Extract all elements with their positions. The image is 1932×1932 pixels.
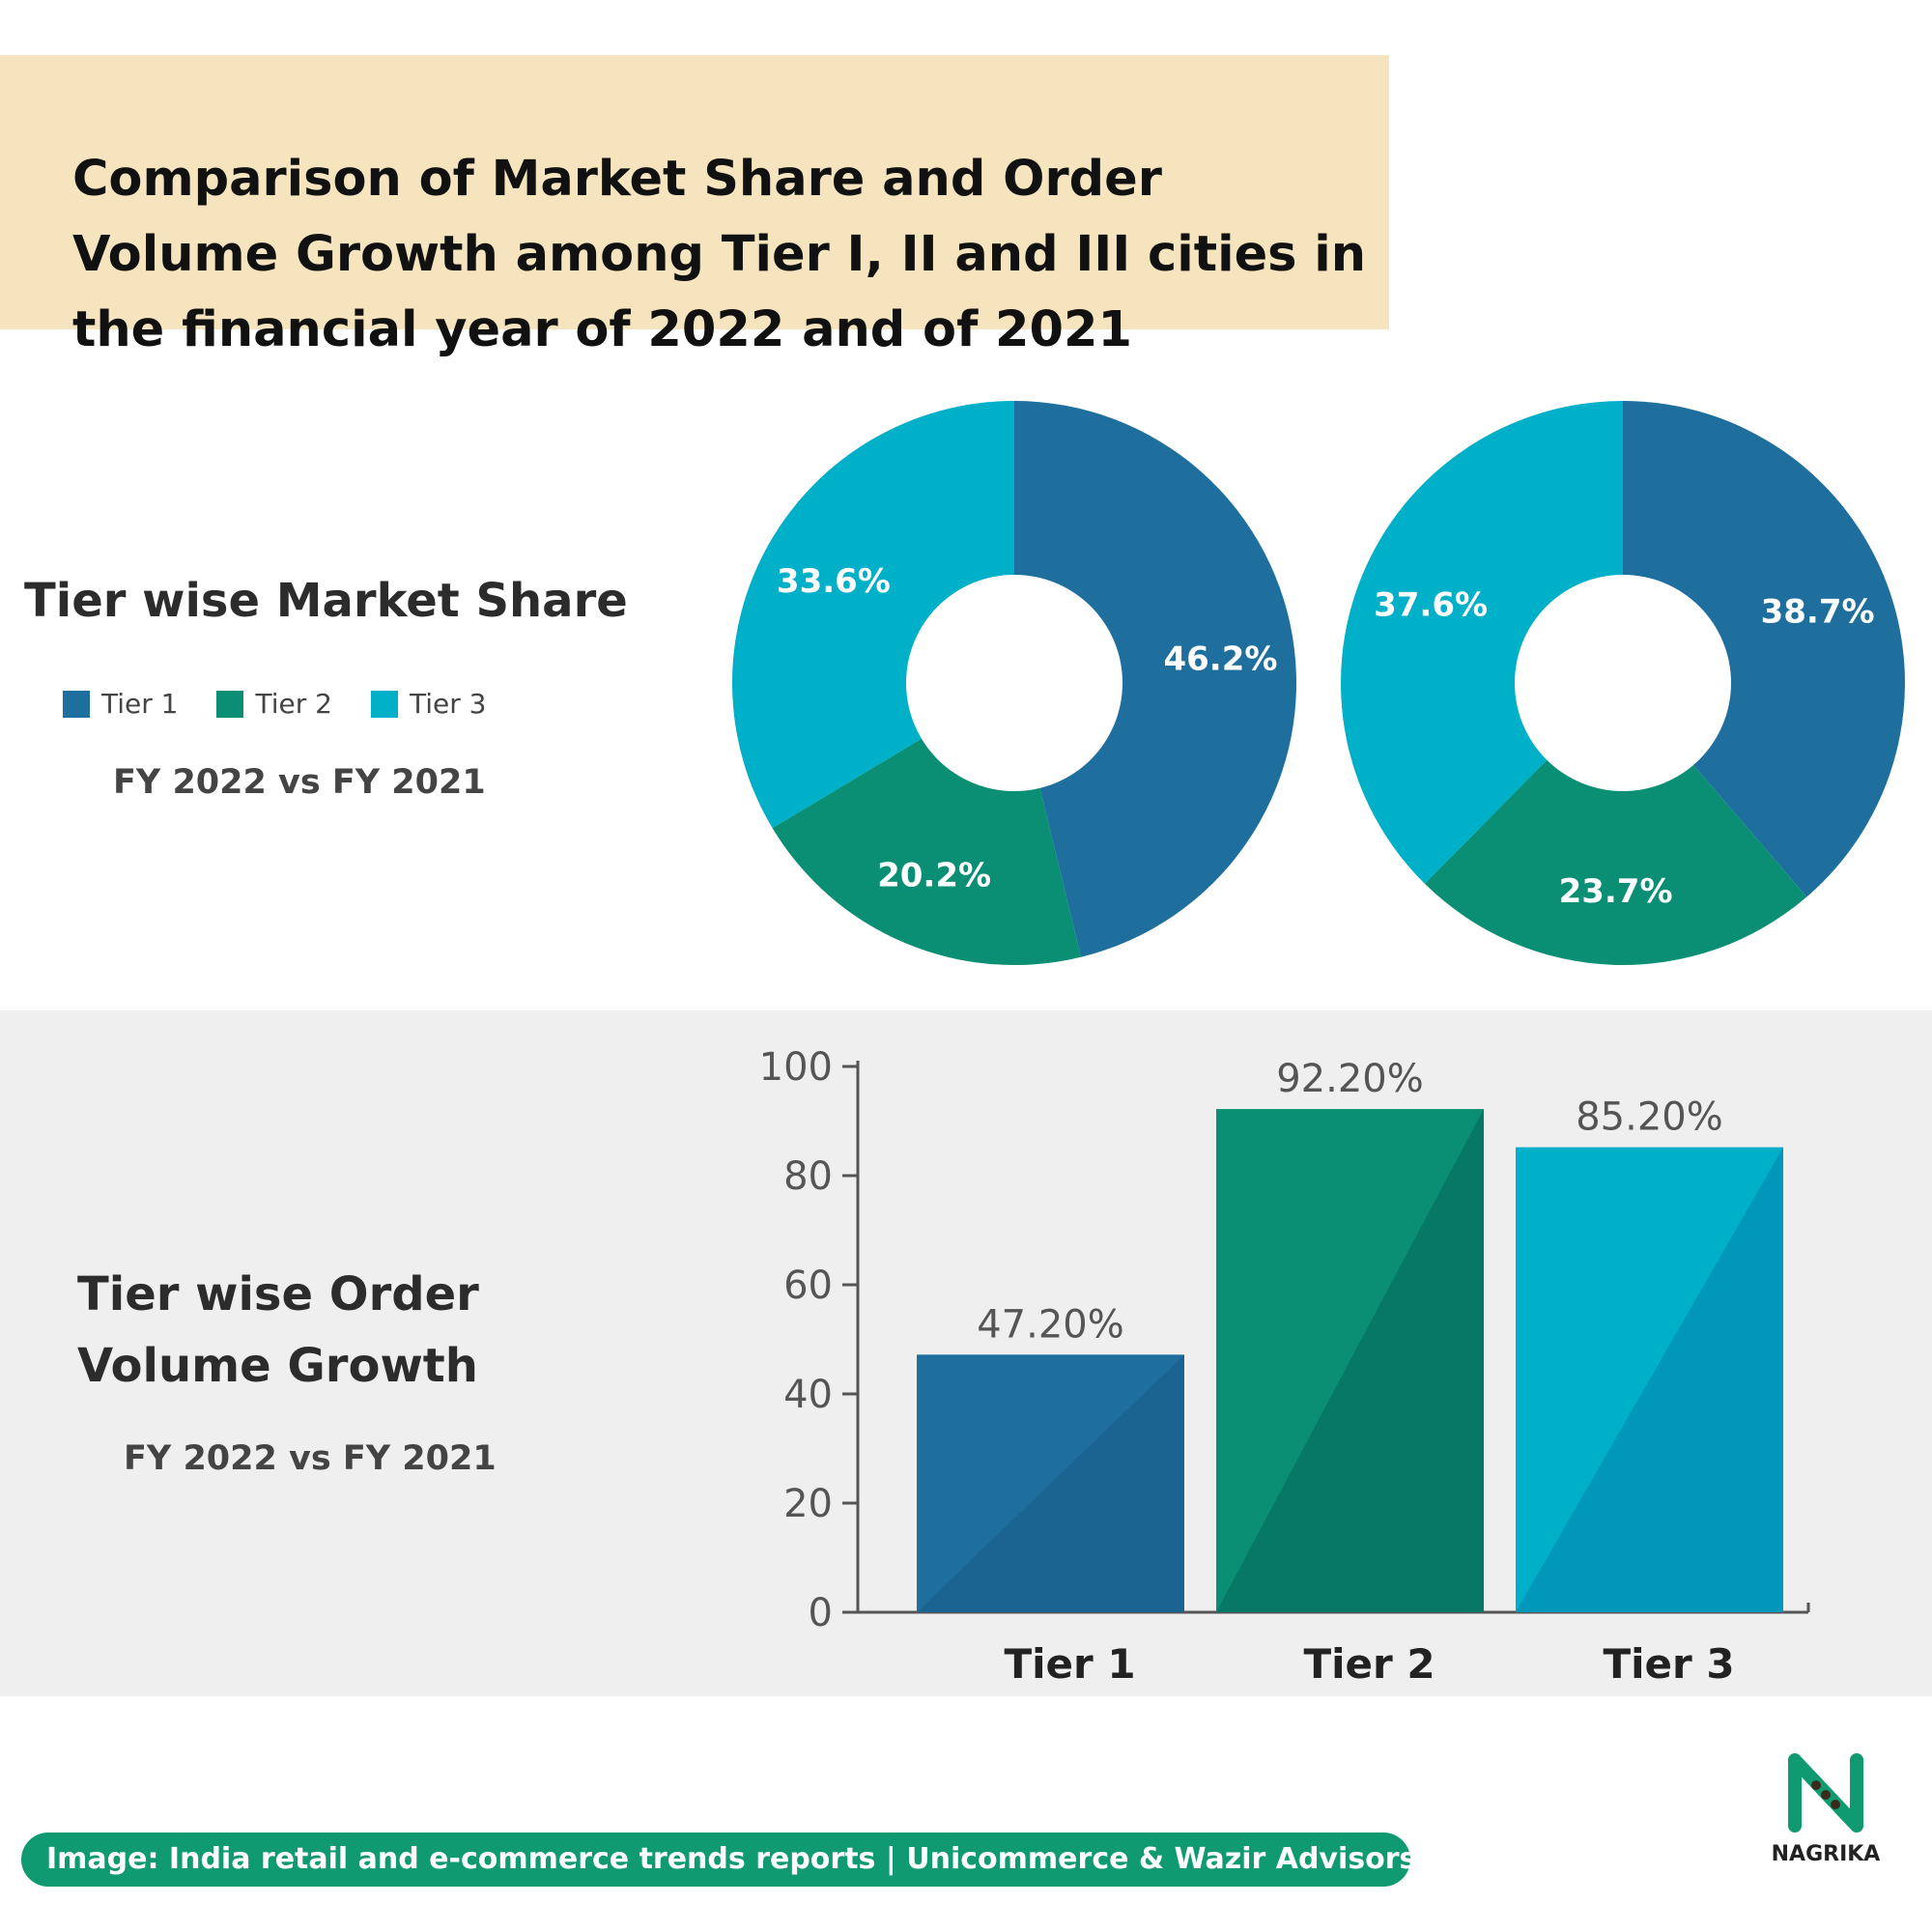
legend-item-tier-1: Tier 1 (63, 688, 178, 720)
bar-tier-2-shade (1216, 1109, 1484, 1612)
donut-1-label-tier-1: 46.2% (1163, 639, 1277, 678)
title-banner: Comparison of Market Share and Order Vol… (0, 55, 1389, 358)
nagrika-logo-icon (1788, 1753, 1863, 1833)
market-share-heading: Tier wise Market Share (24, 574, 628, 628)
order-volume-heading-line-1: Tier wise Order (77, 1267, 479, 1321)
donut-2-hole (1515, 575, 1731, 791)
donut-2-label-tier-2: 23.7% (1559, 872, 1673, 911)
y-tick-label-100: 100 (759, 1045, 833, 1090)
donut-2-slice-tier-3 (1341, 401, 1623, 884)
bar-value-label-tier-2: 92.20% (1276, 1057, 1424, 1101)
donut-1-slice-tier-1 (1014, 401, 1297, 957)
order-volume-bar-chart: 0 20 40 60 80 100 47.20% Tier 1 92.20% Tier 2 85.2… (759, 1045, 1810, 1688)
legend-label-tier-2: Tier 2 (255, 688, 332, 720)
donut-1-hole (906, 575, 1122, 791)
donut-2-slice-tier-1 (1623, 401, 1905, 897)
legend-item-tier-2: Tier 2 (216, 688, 332, 720)
y-tick-label-40: 40 (783, 1373, 833, 1417)
y-tick-label-80: 80 (783, 1154, 833, 1199)
donut-2-slice-tier-2 (1424, 683, 1807, 965)
bar-value-label-tier-1: 47.20% (977, 1302, 1124, 1347)
legend-swatch-tier-1 (63, 690, 90, 718)
order-volume-heading-line-2: Volume Growth (77, 1339, 478, 1393)
donut-1-label-tier-2: 20.2% (877, 856, 991, 895)
donut-1-label-tier-3: 33.6% (777, 562, 891, 601)
x-tick-label-tier-2: Tier 2 (1303, 1640, 1435, 1688)
x-tick-label-tier-1: Tier 1 (1004, 1640, 1135, 1688)
bar-value-label-tier-3: 85.20% (1576, 1095, 1723, 1140)
y-tick-label-60: 60 (783, 1264, 833, 1308)
legend-label-tier-3: Tier 3 (409, 688, 487, 720)
legend-item-tier-3: Tier 3 (370, 688, 487, 720)
order-volume-subtitle: FY 2022 vs FY 2021 (124, 1439, 497, 1478)
logo-text: NAGRIKA (1771, 1842, 1881, 1866)
legend-swatch-tier-2 (216, 690, 244, 718)
donut-2-label-tier-1: 38.7% (1761, 592, 1875, 631)
legend-swatch-tier-3 (370, 690, 398, 718)
page-title: Comparison of Market Share and Order Vol… (72, 151, 1367, 358)
source-caption: Image: India retail and e-commerce trend… (21, 1833, 1416, 1887)
market-share-donut-charts: 46.2% 20.2% 33.6% 38.7% 23.7% 37.6% (732, 401, 1905, 966)
market-share-legend: Tier 1 Tier 2 Tier 3 (63, 688, 486, 720)
order-volume-heading: Tier wise Order Volume Growth (77, 1259, 479, 1402)
y-tick-label-0: 0 (809, 1591, 833, 1635)
nagrika-logo: NAGRIKA (1758, 1750, 1893, 1876)
market-share-subtitle: FY 2022 vs FY 2021 (113, 763, 486, 802)
legend-label-tier-1: Tier 1 (101, 688, 179, 720)
y-tick-label-20: 20 (783, 1482, 833, 1526)
donut-2-label-tier-3: 37.6% (1374, 585, 1488, 624)
x-tick-label-tier-3: Tier 3 (1603, 1640, 1734, 1688)
